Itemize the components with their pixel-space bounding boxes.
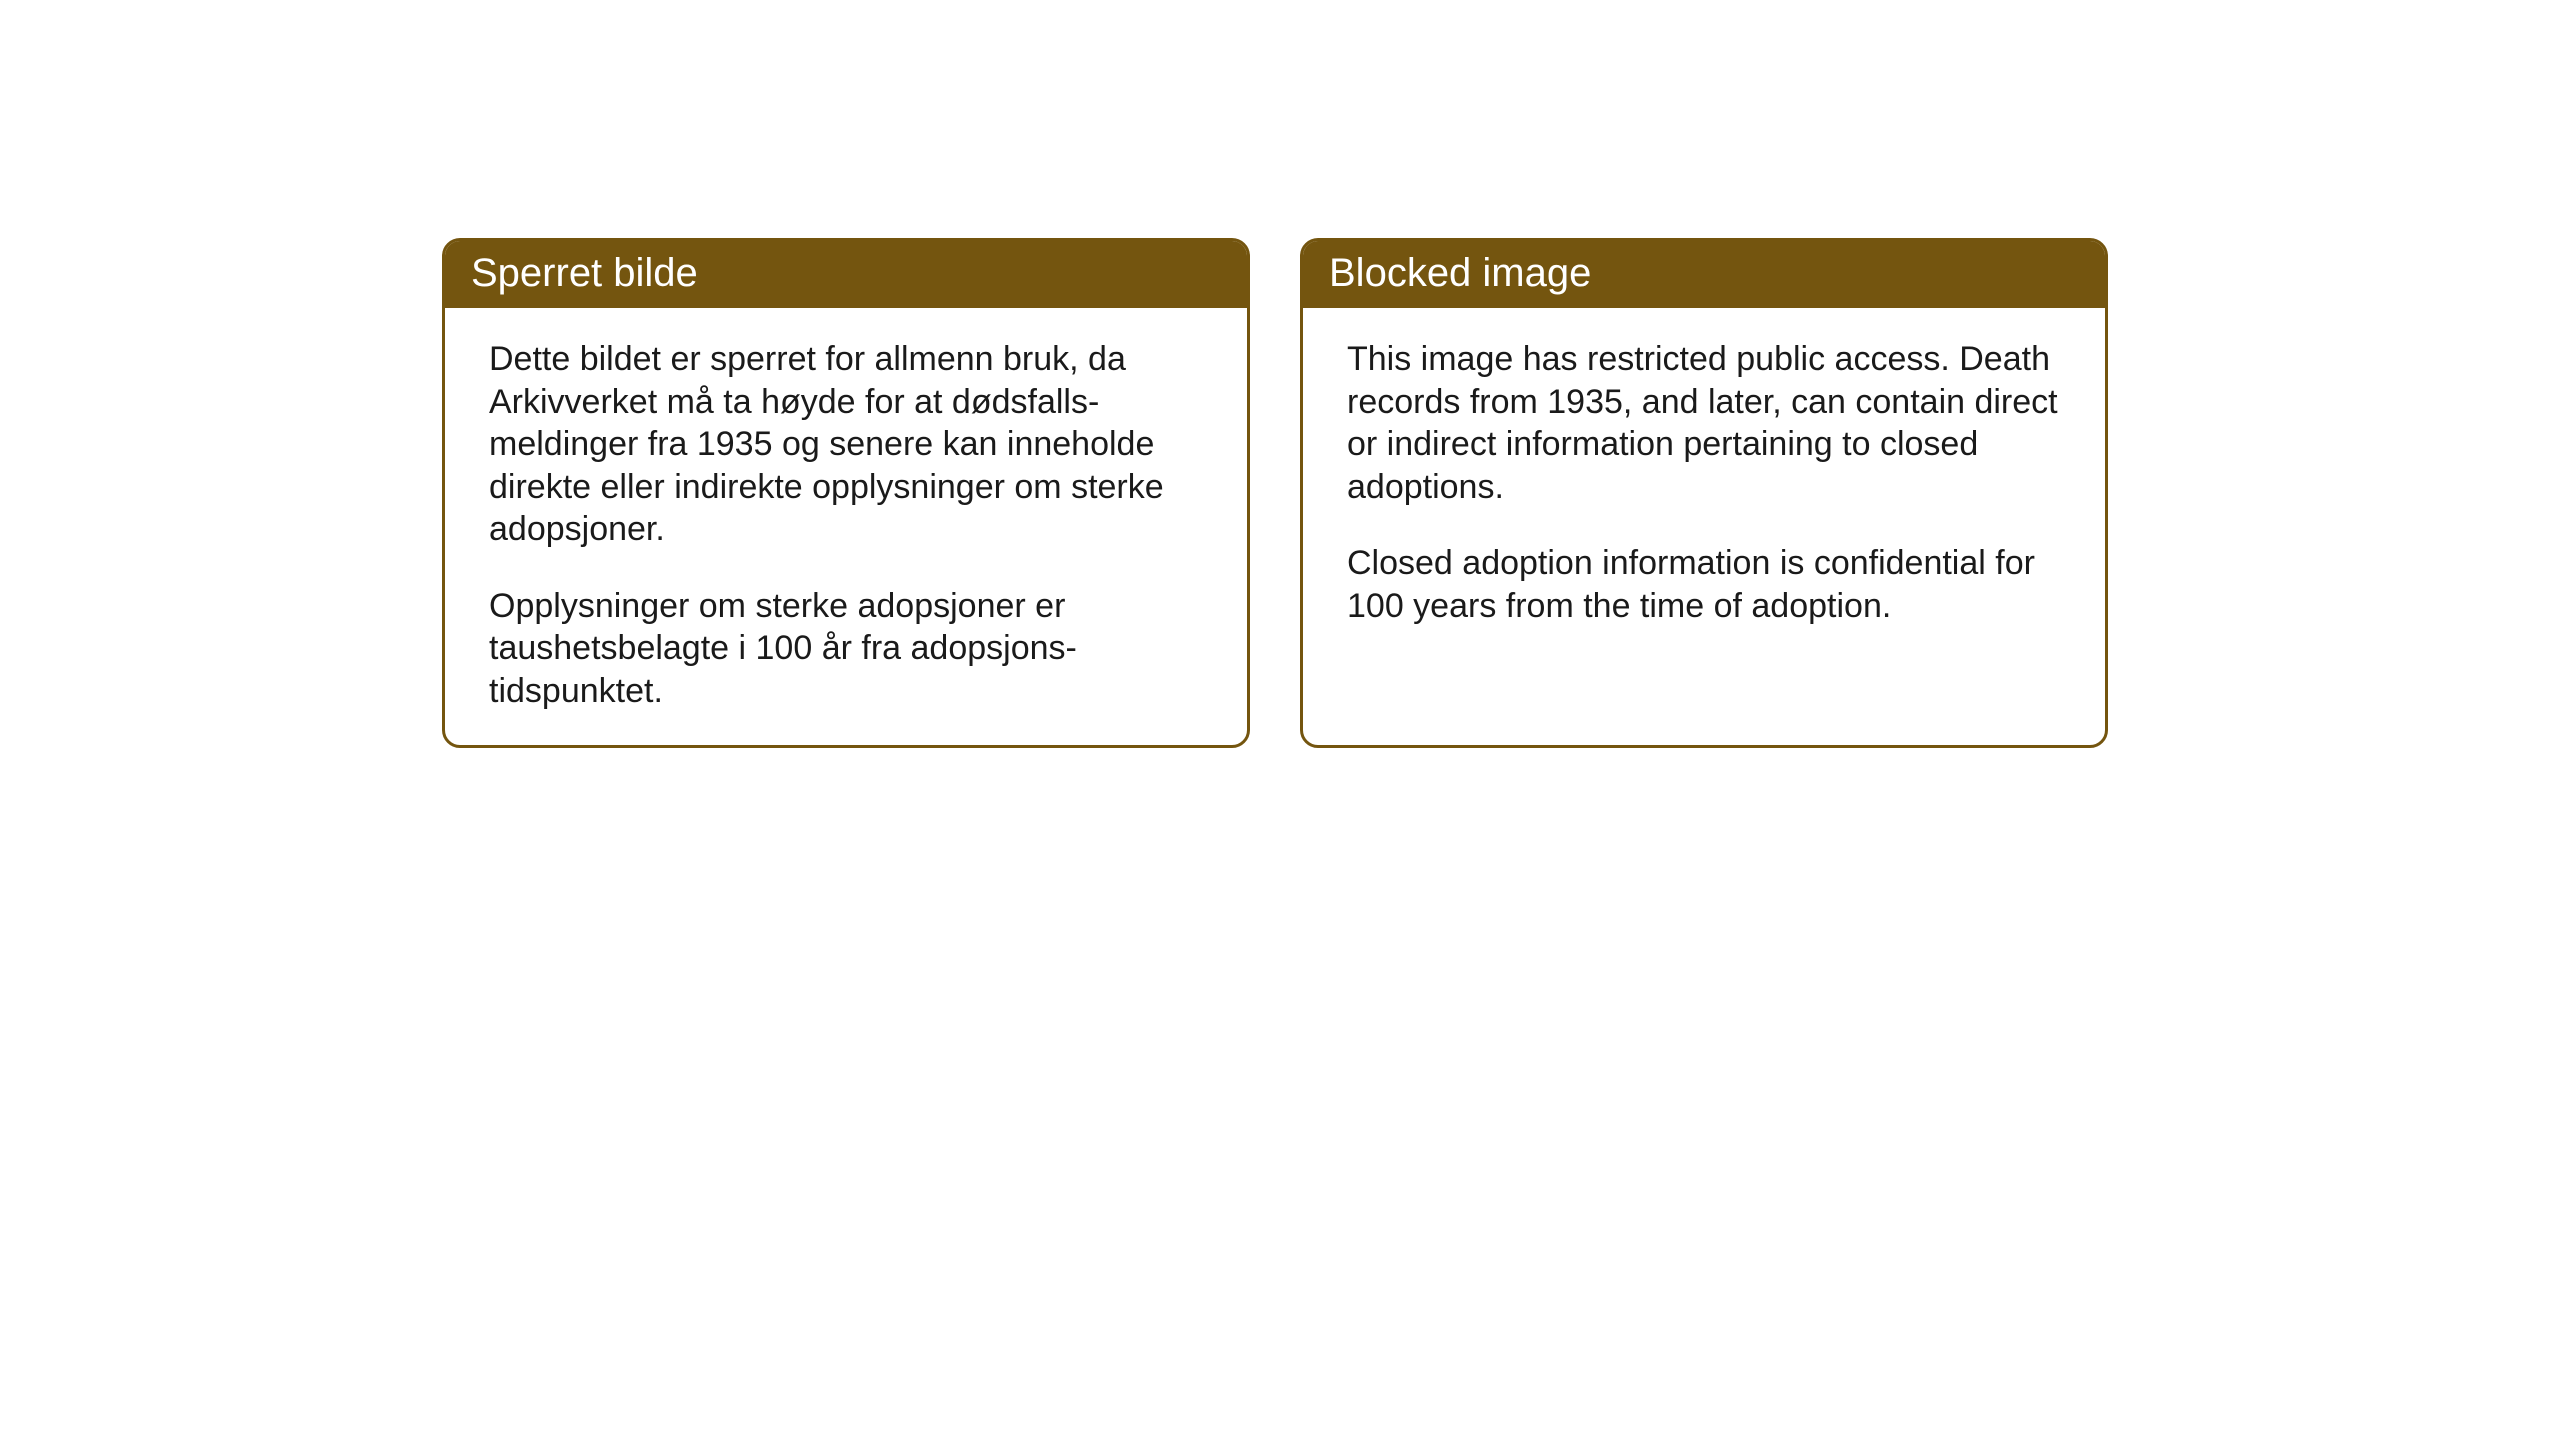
card-norwegian-paragraph-2: Opplysninger om sterke adopsjoner er tau… bbox=[489, 585, 1203, 713]
card-norwegian-body: Dette bildet er sperret for allmenn bruk… bbox=[445, 308, 1247, 748]
card-norwegian-paragraph-1: Dette bildet er sperret for allmenn bruk… bbox=[489, 338, 1203, 551]
card-english-paragraph-1: This image has restricted public access.… bbox=[1347, 338, 2061, 508]
card-english-header: Blocked image bbox=[1303, 241, 2105, 308]
card-english-body: This image has restricted public access.… bbox=[1303, 308, 2105, 665]
card-english: Blocked image This image has restricted … bbox=[1300, 238, 2108, 748]
cards-container: Sperret bilde Dette bildet er sperret fo… bbox=[442, 238, 2108, 748]
card-norwegian-header: Sperret bilde bbox=[445, 241, 1247, 308]
card-english-paragraph-2: Closed adoption information is confident… bbox=[1347, 542, 2061, 627]
card-norwegian: Sperret bilde Dette bildet er sperret fo… bbox=[442, 238, 1250, 748]
